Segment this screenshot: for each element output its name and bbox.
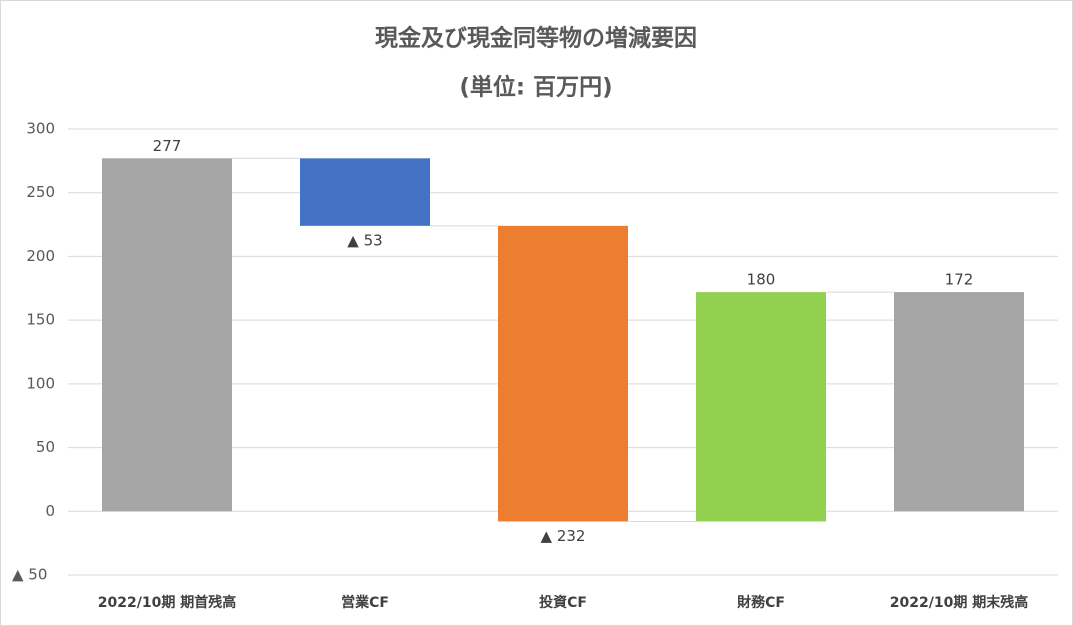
y-tick-label: 250 bbox=[26, 183, 55, 201]
chart-title: 現金及び現金同等物の増減要因 bbox=[375, 25, 697, 52]
y-tick-label: 200 bbox=[26, 247, 55, 265]
x-tick-label: 営業CF bbox=[341, 594, 389, 611]
chart-subtitle: (単位: 百万円) bbox=[459, 74, 612, 101]
data-label: ▲ 53 bbox=[347, 231, 382, 249]
data-label: 180 bbox=[747, 271, 776, 289]
y-tick-label: ▲ 50 bbox=[12, 566, 47, 584]
x-tick-label: 2022/10期 期末残高 bbox=[890, 594, 1028, 611]
data-label: 172 bbox=[945, 271, 974, 289]
bar bbox=[300, 158, 430, 226]
y-tick-label: 50 bbox=[36, 438, 55, 456]
bar bbox=[102, 158, 232, 512]
y-tick-label: 150 bbox=[26, 311, 55, 329]
data-label: 277 bbox=[153, 137, 182, 155]
data-label: ▲ 232 bbox=[541, 527, 586, 545]
x-tick-label: 財務CF bbox=[736, 594, 785, 611]
bar bbox=[696, 292, 826, 522]
y-tick-label: 100 bbox=[26, 374, 55, 392]
bar bbox=[894, 292, 1024, 512]
x-tick-label: 投資CF bbox=[539, 594, 587, 611]
x-tick-label: 2022/10期 期首残高 bbox=[98, 594, 236, 611]
y-tick-label: 0 bbox=[45, 502, 55, 520]
y-tick-label: 300 bbox=[26, 120, 55, 138]
bar bbox=[498, 225, 628, 522]
